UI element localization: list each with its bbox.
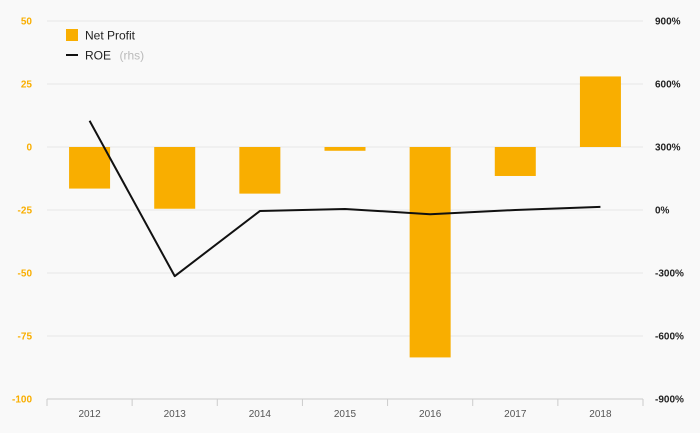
line-roe (88, 120, 601, 278)
bar-net-profit (494, 147, 536, 176)
x-tick-label: 2018 (589, 409, 612, 420)
legend: Net Profit ROE (rhs) (66, 29, 144, 64)
y-left-tick-label: 25 (21, 80, 33, 91)
bar-net-profit (239, 147, 281, 194)
line-series-roe (88, 120, 601, 278)
y-left-tick-label: 0 (26, 143, 32, 154)
grid-lines (47, 20, 643, 337)
legend-label-roe: ROE (rhs) (85, 47, 144, 64)
bar-net-profit (324, 147, 366, 151)
y-left-tick-label: -50 (18, 269, 33, 280)
axes: 50 25 0 -25 -50 -75 -100 900% 600% 300% 0% -300% -60… (12, 17, 684, 421)
bar-net-profit (579, 76, 621, 147)
y-right-tick-label: 0% (655, 206, 670, 217)
bar-series-net-profit (69, 76, 621, 358)
bar-net-profit (409, 147, 451, 358)
legend-swatch-net-profit (66, 29, 78, 41)
x-tick-label: 2012 (78, 409, 101, 420)
legend-label-net-profit: Net Profit (85, 29, 136, 43)
y-right-tick-label: 600% (655, 80, 681, 91)
x-tick-label: 2015 (334, 409, 357, 420)
y-left-tick-label: 50 (21, 17, 33, 28)
y-right-tick-label: -600% (655, 332, 684, 343)
y-left-tick-label: -25 (18, 206, 33, 217)
x-tick-label: 2016 (419, 409, 442, 420)
legend-roe-suffix: (rhs) (119, 49, 144, 63)
x-tick-label: 2013 (164, 409, 187, 420)
x-tick-label: 2017 (504, 409, 527, 420)
legend-roe-name: ROE (85, 49, 111, 63)
bar-net-profit (69, 147, 111, 189)
y-left-tick-label: -100 (12, 395, 32, 406)
y-right-tick-label: -900% (655, 395, 684, 406)
y-right-tick-label: 900% (655, 17, 681, 28)
y-right-tick-label: -300% (655, 269, 684, 280)
y-left-tick-label: -75 (18, 332, 33, 343)
x-tick-label: 2014 (249, 409, 272, 420)
y-right-tick-label: 300% (655, 143, 681, 154)
bar-net-profit (154, 147, 196, 209)
